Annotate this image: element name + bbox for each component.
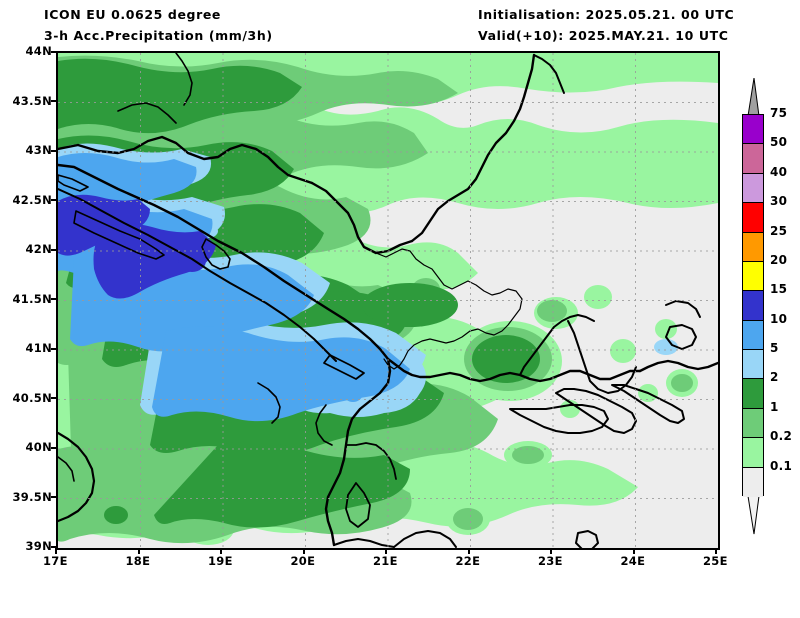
y-tick-label: 43N — [25, 143, 52, 157]
y-tick-label: 39N — [25, 539, 52, 553]
x-tick-mark — [220, 548, 222, 554]
y-tick-mark — [51, 50, 57, 53]
x-tick-label: 21E — [373, 554, 398, 568]
colorbar-tick-label: 0.1 — [770, 458, 793, 473]
country-borders — [58, 53, 718, 548]
colorbar-segment — [743, 261, 763, 292]
x-tick-label: 19E — [208, 554, 233, 568]
colorbar-tick-label: 20 — [770, 252, 788, 267]
y-tick-mark — [51, 248, 57, 251]
precipitation-field — [58, 53, 718, 548]
colorbar-tick-label: 0.2 — [770, 429, 793, 444]
x-tick-label: 23E — [538, 554, 563, 568]
x-tick-label: 22E — [455, 554, 481, 568]
valid-time: Valid(+10): 2025.MAY.21. 10 UTC — [478, 28, 729, 43]
precipitation-map — [56, 51, 720, 550]
colorbar-tick-label: 40 — [770, 164, 788, 179]
x-tick-label: 17E — [43, 554, 68, 568]
colorbar-top-arrow — [747, 78, 760, 117]
colorbar-tick-label: 10 — [770, 311, 788, 326]
y-tick-mark — [51, 199, 57, 201]
precip-band-10 — [58, 194, 216, 299]
colorbar-segment — [743, 467, 763, 497]
colorbar-tick-label: 1 — [770, 399, 779, 414]
x-tick-mark — [137, 548, 140, 554]
x-tick-label: 18E — [125, 554, 151, 568]
colorbar-segment — [743, 379, 763, 409]
y-tick-label: 42.5N — [12, 192, 52, 207]
colorbar-tick-label: 30 — [770, 194, 788, 209]
x-tick-mark — [715, 548, 717, 554]
colorbar-segment — [743, 203, 763, 233]
y-tick-label: 42N — [25, 242, 52, 256]
y-tick-label: 43.5N — [12, 93, 52, 108]
colorbar-tick-label: 50 — [770, 135, 788, 150]
x-tick-mark — [467, 548, 470, 554]
y-tick-mark — [51, 298, 57, 300]
y-tick-mark — [51, 149, 57, 152]
y-tick-label: 44N — [25, 44, 52, 58]
x-tick-mark — [632, 548, 635, 554]
x-tick-label: 20E — [290, 554, 316, 568]
y-tick-mark — [51, 496, 57, 498]
colorbar-segments — [742, 114, 764, 497]
y-tick-mark — [51, 397, 57, 399]
colorbar-tick-label: 75 — [770, 106, 788, 120]
x-tick-mark — [385, 548, 387, 554]
colorbar-tick-label: 15 — [770, 282, 788, 297]
y-tick-mark — [51, 545, 57, 548]
x-tick-mark — [550, 548, 552, 554]
x-tick-mark — [302, 548, 305, 554]
x-tick-mark — [55, 548, 57, 554]
colorbar-segment — [743, 232, 763, 262]
colorbar-segment — [743, 350, 763, 380]
colorbar-tick-label: 2 — [770, 370, 779, 385]
y-tick-label: 40N — [25, 440, 52, 454]
y-tick-mark — [51, 446, 57, 449]
colorbar-segment — [743, 173, 763, 204]
colorbar-segment — [743, 438, 763, 468]
field-title: 3-h Acc.Precipitation (mm/3h) — [44, 28, 273, 43]
y-tick-label: 41N — [25, 341, 52, 355]
initialisation-time: Initialisation: 2025.05.21. 00 UTC — [478, 7, 735, 22]
colorbar-segment — [743, 144, 763, 174]
colorbar-bottom-arrow — [747, 495, 760, 535]
colorbar: 75 50 40 30 25 20 15 10 5 2 1 0.2 0.1 — [736, 78, 800, 538]
y-tick-label: 40.5N — [12, 390, 52, 405]
colorbar-tick-label: 5 — [770, 341, 779, 356]
y-tick-mark — [51, 347, 57, 350]
y-tick-label: 41.5N — [12, 291, 52, 306]
colorbar-segment — [743, 320, 763, 350]
colorbar-segment — [743, 408, 763, 439]
y-axis: 39N 39.5N 40N 40.5N 41N 41.5N 42N 42.5N 43N 43.5N… — [0, 0, 52, 618]
colorbar-segment — [743, 115, 763, 145]
x-tick-label: 24E — [620, 554, 646, 568]
x-tick-label: 25E — [703, 554, 728, 568]
colorbar-tick-label: 25 — [770, 223, 788, 238]
colorbar-segment — [743, 291, 763, 321]
model-title: ICON EU 0.0625 degree — [44, 7, 221, 22]
y-tick-label: 39.5N — [12, 489, 52, 504]
y-tick-mark — [51, 100, 57, 102]
